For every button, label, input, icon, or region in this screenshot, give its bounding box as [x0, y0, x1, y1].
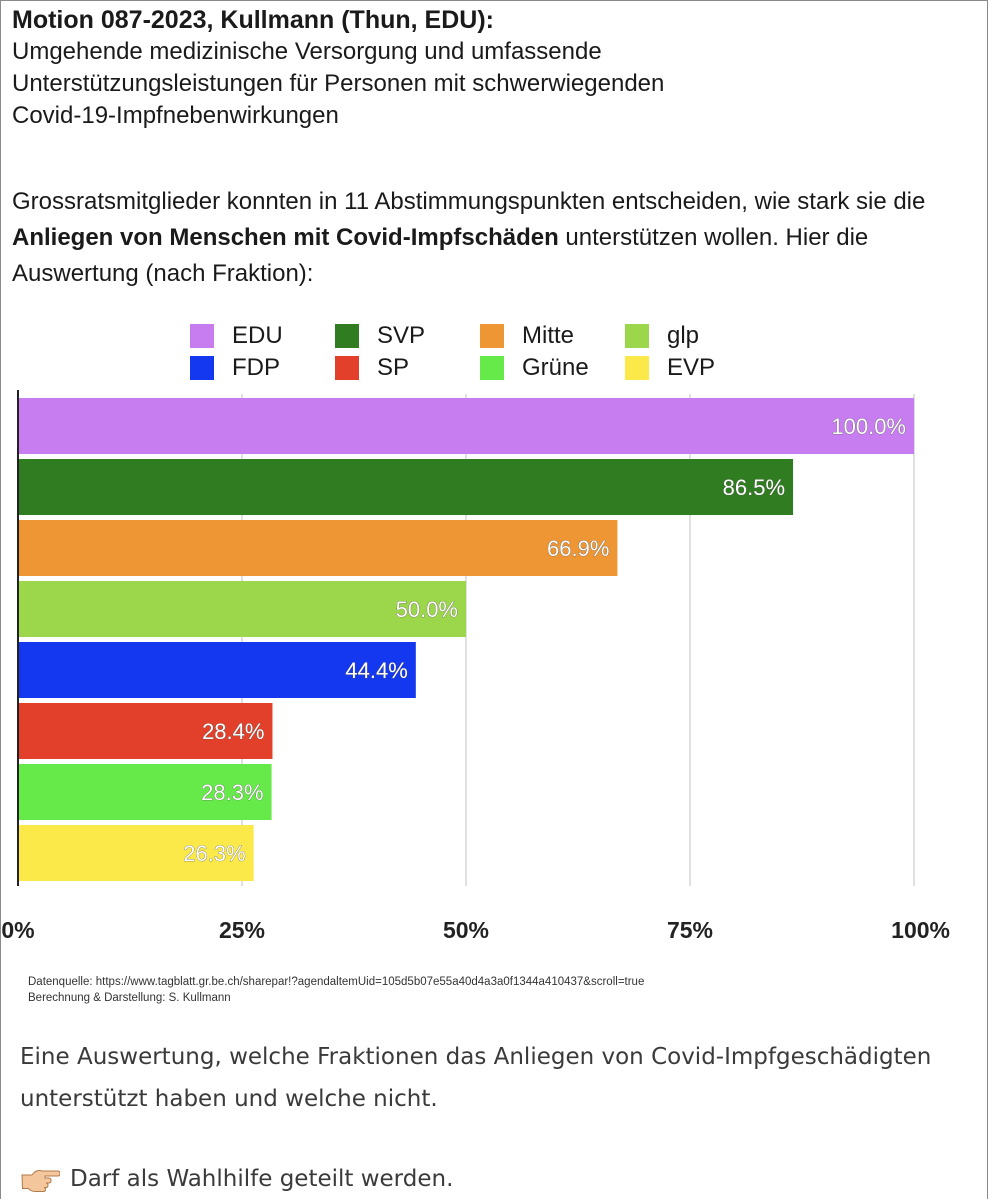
legend-label: FDP: [232, 354, 280, 381]
data-source: Datenquelle: https://www.tagblatt.gr.be.…: [28, 974, 644, 1006]
legend-item-glp: glp: [625, 322, 770, 350]
legend-swatch: [335, 324, 359, 348]
x-tick-label: 100%: [891, 917, 950, 943]
legend-item-grüne: Grüne: [480, 354, 625, 382]
intro-text-bold: Anliegen von Menschen mit Covid-Impfschä…: [12, 224, 559, 251]
legend-label: EVP: [667, 354, 716, 381]
intro-text-part1: Grossratsmitglieder konnten in 11 Abstim…: [12, 188, 926, 215]
bar-mitte: [18, 520, 618, 576]
x-tick-label: 75%: [667, 917, 713, 943]
chart-legend: EDU SVP Mitte glp FDP SP Grüne EVP: [190, 322, 810, 382]
bar-value-label: 44.4%: [345, 658, 407, 683]
legend-label: EDU: [232, 322, 283, 349]
bar-value-label: 100.0%: [831, 414, 906, 439]
bar-chart: 100.0% 86.5% 66.9% 50.0% 44.4% 28.4% 28.3% 26.3…: [1, 390, 950, 943]
post-note: Darf als Wahlhilfe geteilt werden.: [20, 1158, 453, 1200]
bar-value-label: 66.9%: [547, 536, 609, 561]
legend-item-fdp: FDP: [190, 354, 335, 382]
bar-value-label: 28.3%: [201, 780, 263, 805]
legend-item-mitte: Mitte: [480, 322, 625, 350]
bar-value-label: 86.5%: [723, 475, 785, 500]
note-text: Darf als Wahlhilfe geteilt werden.: [70, 1166, 454, 1192]
legend-label: SP: [377, 354, 410, 381]
legend-label: Grüne: [522, 354, 589, 381]
data-source-author: Berechnung & Darstellung: S. Kullmann: [28, 992, 231, 1004]
post-caption: Eine Auswertung, welche Fraktionen das A…: [20, 1044, 932, 1112]
bar-value-label: 50.0%: [396, 597, 458, 622]
x-tick-label: 25%: [219, 917, 265, 943]
legend-swatch: [625, 324, 649, 348]
bar-evp: [18, 825, 254, 881]
legend-item-svp: SVP: [335, 322, 480, 350]
bar-value-label: 26.3%: [183, 841, 245, 866]
legend-label: Mitte: [522, 322, 575, 349]
bar-fdp: [18, 642, 416, 698]
legend-item-sp: SP: [335, 354, 480, 382]
bar-grüne: [18, 764, 272, 820]
bar-value-label: 28.4%: [202, 719, 264, 744]
pointing-hand-icon: [21, 1170, 60, 1192]
legend-item-evp: EVP: [625, 354, 770, 382]
data-source-url: Datenquelle: https://www.tagblatt.gr.be.…: [28, 976, 645, 988]
intro-text-part2: unterstützen wollen. Hier die Auswertung…: [12, 224, 869, 287]
legend-item-edu: EDU: [190, 322, 335, 350]
bar-edu: [18, 398, 914, 454]
legend-swatch: [335, 356, 359, 380]
bar-svp: [18, 459, 794, 515]
bar-sp: [18, 703, 273, 759]
chart-subtitle: Umgehende medizinische Versorgung und um…: [12, 38, 665, 129]
x-tick-label: 0%: [1, 917, 34, 943]
x-tick-label: 50%: [443, 917, 489, 943]
intro-text: Grossratsmitglieder konnten in 11 Abstim…: [12, 184, 987, 292]
chart-header: Motion 087-2023, Kullmann (Thun, EDU): U…: [12, 4, 982, 132]
legend-swatch: [190, 356, 214, 380]
chart-title: Motion 087-2023, Kullmann (Thun, EDU):: [12, 6, 494, 34]
legend-swatch: [480, 356, 504, 380]
legend-label: SVP: [377, 322, 426, 349]
legend-swatch: [190, 324, 214, 348]
bar-glp: [18, 581, 466, 637]
legend-swatch: [480, 324, 504, 348]
legend-swatch: [625, 356, 649, 380]
legend-label: glp: [667, 322, 700, 349]
